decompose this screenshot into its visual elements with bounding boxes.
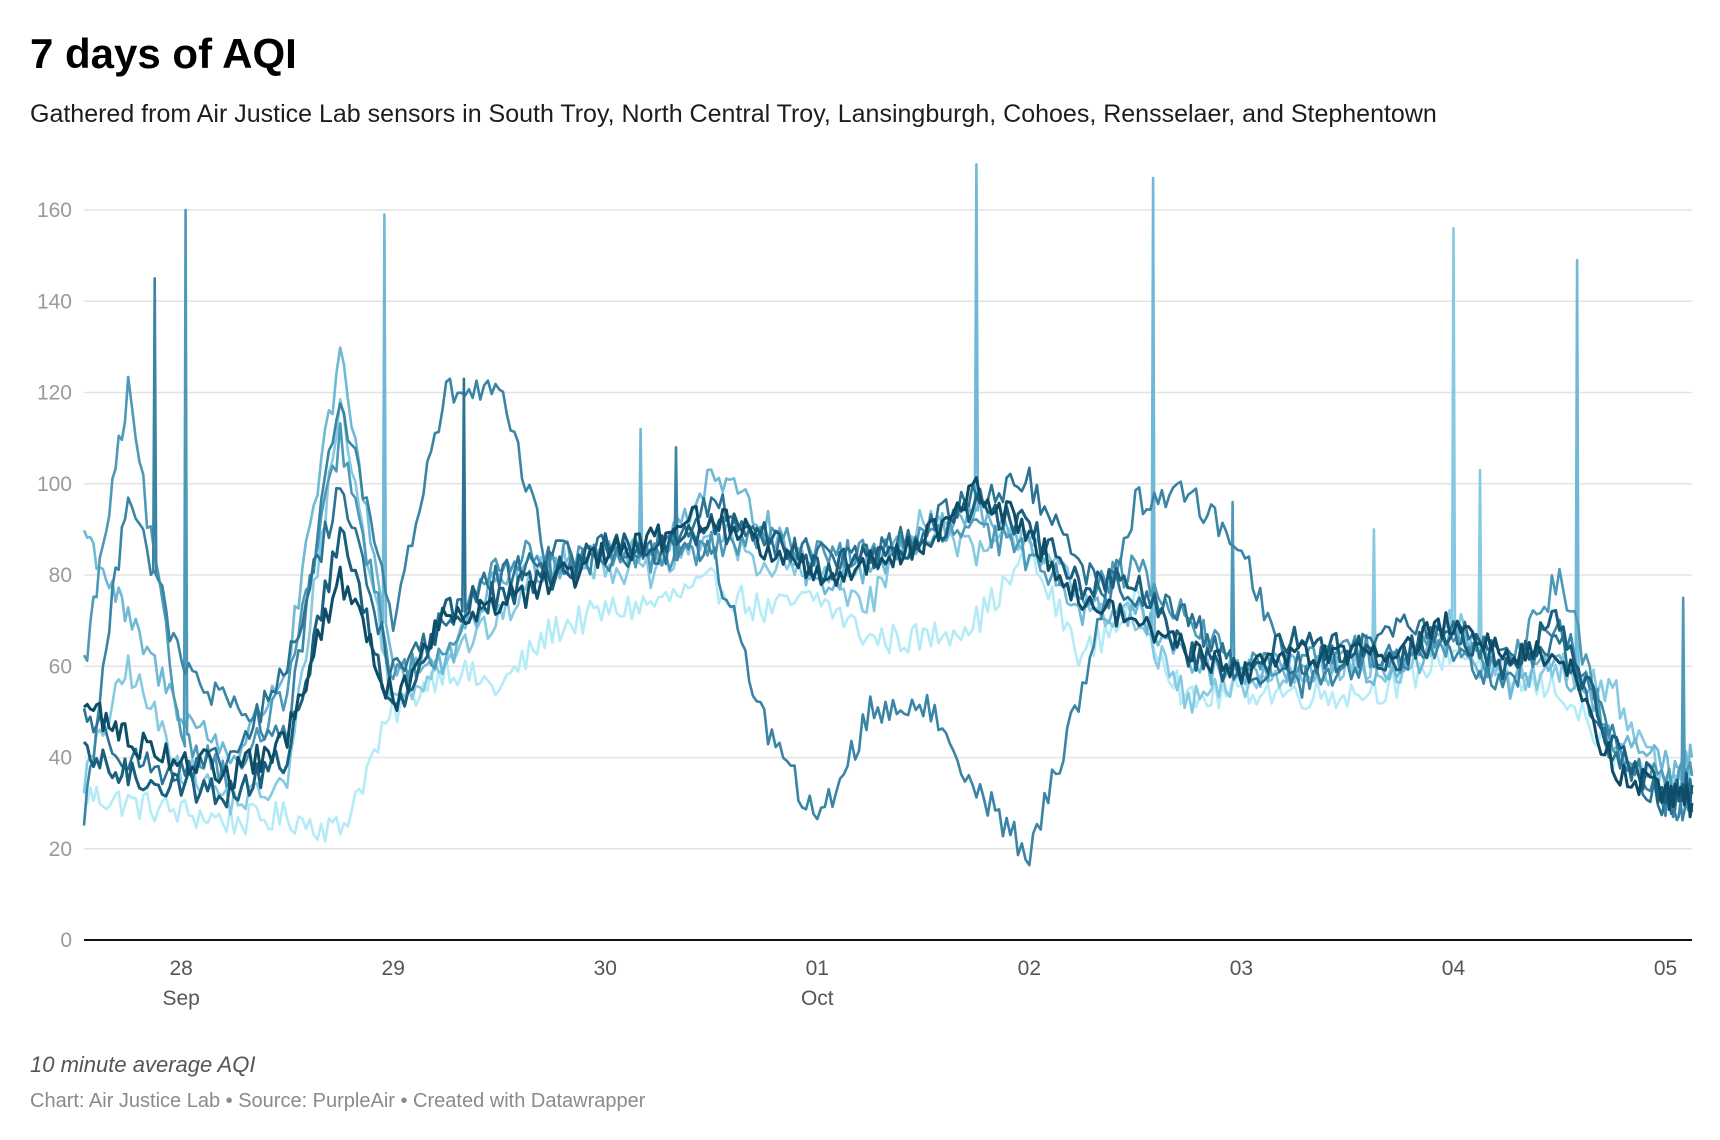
chart-title: 7 days of AQI	[30, 30, 297, 77]
x-tick-label: 01	[806, 957, 829, 980]
chart-subtitle: Gathered from Air Justice Lab sensors in…	[30, 100, 1437, 128]
series-line	[82, 208, 1694, 796]
x-tick-month-label: Sep	[162, 987, 199, 1010]
x-tick-label: 04	[1442, 957, 1466, 980]
y-tick-label: 0	[60, 929, 72, 952]
chart-credits: Chart: Air Justice Lab • Source: PurpleA…	[30, 1090, 646, 1112]
y-tick-label: 20	[49, 838, 72, 861]
x-tick-label: 29	[382, 957, 405, 980]
x-tick-label: 30	[594, 957, 617, 980]
x-tick-label: 02	[1018, 957, 1041, 980]
gridlines	[84, 209, 1692, 850]
y-tick-label: 80	[49, 564, 72, 587]
line-chart: 0 20 40 60 80 100 120 140 160 28 Sep 29 30 01 Oct 02 03…	[37, 163, 1694, 1010]
chart-note: 10 minute average AQI	[30, 1052, 256, 1077]
series-lines	[82, 163, 1694, 867]
y-tick-label: 60	[49, 655, 72, 678]
y-axis-ticks: 0 20 40 60 80 100 120 140 160	[37, 199, 72, 952]
y-tick-label: 160	[37, 199, 72, 222]
y-tick-label: 140	[37, 290, 72, 313]
series-line	[82, 377, 1694, 817]
x-tick-label: 05	[1654, 957, 1677, 980]
y-tick-label: 120	[37, 382, 72, 405]
x-axis-ticks: 28 Sep 29 30 01 Oct 02 03 04 05	[162, 957, 1677, 1010]
y-tick-label: 100	[37, 473, 72, 496]
series-line	[83, 476, 1694, 819]
series-line	[82, 277, 1694, 867]
x-tick-label: 03	[1230, 957, 1253, 980]
x-tick-month-label: Oct	[801, 987, 834, 1010]
y-tick-label: 40	[49, 747, 72, 770]
x-tick-label: 28	[170, 957, 193, 980]
